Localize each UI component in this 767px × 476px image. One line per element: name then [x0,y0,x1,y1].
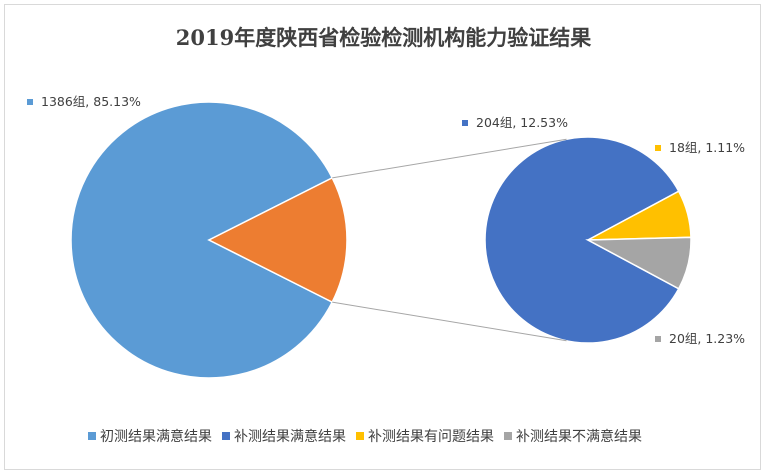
pie-slice-initial-satisfactory [70,101,334,379]
data-label-retest-unsatisfactory: 20组, 1.23% [669,331,745,346]
data-label-initial-satisfactory: 1386组, 85.13% [41,94,141,109]
legend-label: 补测结果不满意结果 [516,429,642,445]
legend-label: 补测结果满意结果 [234,429,346,445]
legend-swatch [356,432,364,440]
legend-item-initial-satisfactory: 初测结果满意结果 [88,426,212,446]
pie-slice-retest [207,176,348,304]
legend-label: 初测结果满意结果 [100,429,212,445]
data-label-retest-satisfactory: 204组, 12.53% [476,115,568,130]
data-label-retest-unsatisfactory-marker [655,336,661,342]
data-label-retest-questionable: 18组, 1.11% [669,140,745,155]
data-label-retest-satisfactory-marker [462,120,468,126]
legend-label: 补测结果有问题结果 [368,429,494,445]
data-label-initial-satisfactory-marker [27,99,33,105]
sub-slice-retest-unsatisfactory [585,236,692,290]
data-label-retest-questionable-marker [655,145,661,151]
legend: 初测结果满意结果 补测结果满意结果 补测结果有问题结果 补测结果不满意结果 [88,426,642,446]
connector-line-top [332,138,567,179]
legend-item-retest-satisfactory: 补测结果满意结果 [222,426,346,446]
chart-title: 2019年度陕西省检验检测机构能力验证结果 [175,25,592,50]
connector-line-bottom [332,301,567,342]
legend-swatch [504,432,512,440]
legend-item-retest-unsatisfactory: 补测结果不满意结果 [504,426,642,446]
legend-swatch [88,432,96,440]
legend-item-retest-questionable: 补测结果有问题结果 [356,426,494,446]
sub-slice-retest-satisfactory [484,136,680,344]
legend-swatch [222,432,230,440]
